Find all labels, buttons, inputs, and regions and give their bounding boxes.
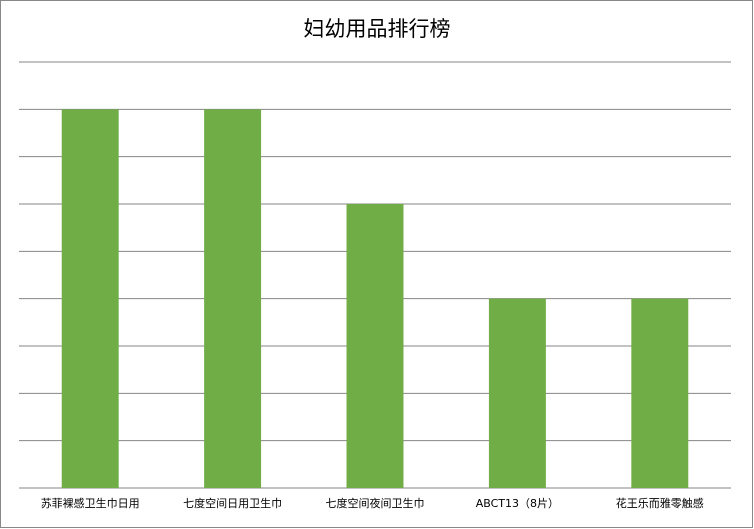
- x-tick-label: 苏菲裸感卫生巾日用: [41, 496, 140, 510]
- x-tick-label: ABCT13（8片）: [476, 497, 559, 510]
- bar: [346, 204, 404, 488]
- x-tick-label: 七度空间日用卫生巾: [183, 496, 282, 510]
- x-tick-label: 花王乐而雅零触感: [616, 496, 704, 510]
- x-tick-label: 七度空间夜间卫生巾: [326, 496, 425, 510]
- bar: [204, 109, 262, 488]
- bar: [488, 298, 546, 488]
- bar: [631, 298, 689, 488]
- bar: [61, 109, 119, 488]
- chart-title: 妇幼用品排行榜: [304, 17, 451, 41]
